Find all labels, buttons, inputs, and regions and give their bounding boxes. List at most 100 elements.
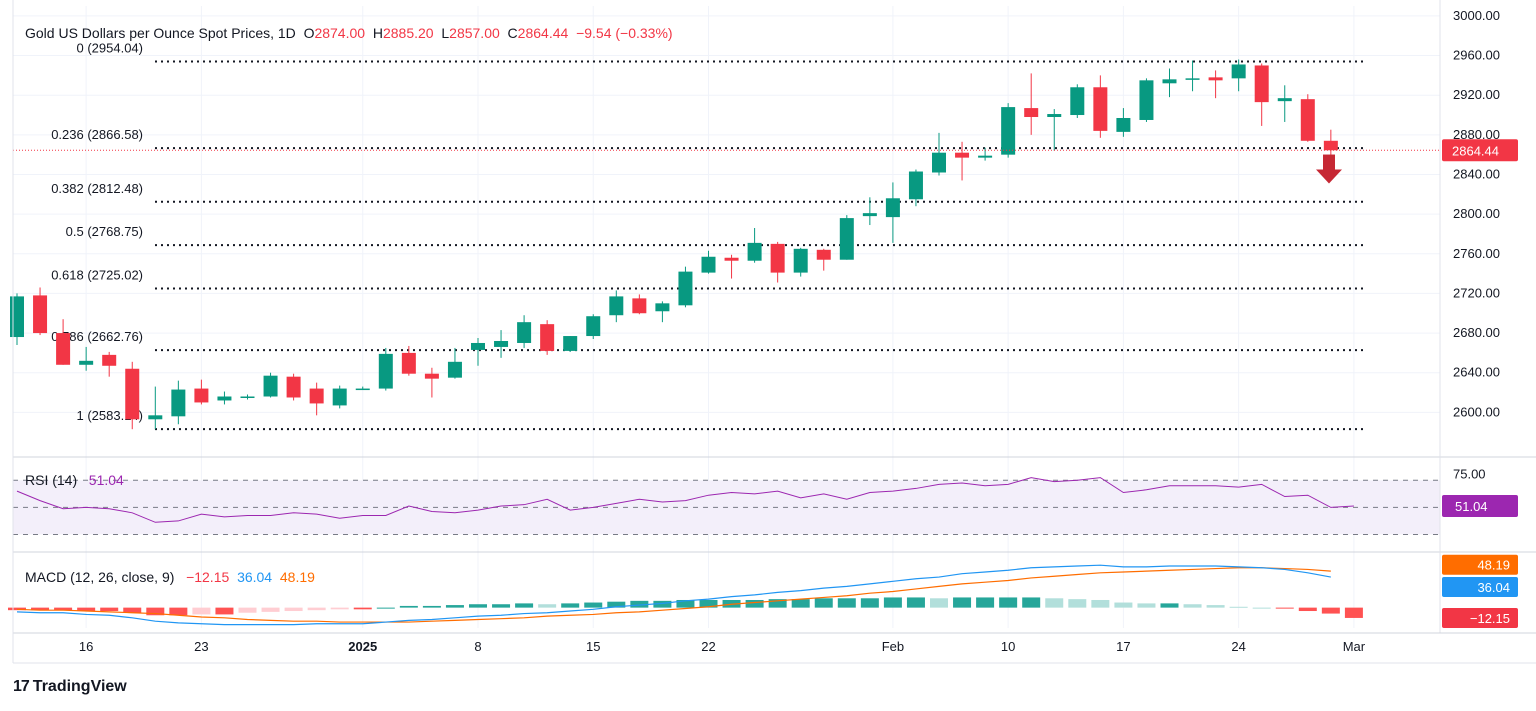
- close-value: 2864.44: [517, 25, 569, 41]
- candle-body: [148, 415, 163, 420]
- macd-value: −12.15: [186, 569, 230, 585]
- arrow-head: [1316, 169, 1342, 184]
- price-axis[interactable]: 3000.00 2960.00 2920.00 2880.00 2840.00 2800.…: [1442, 8, 1518, 628]
- macd-histogram-bar: [1045, 598, 1064, 608]
- macd-histogram-bar: [653, 600, 672, 608]
- price-tick-label: 2880.00: [1453, 127, 1500, 142]
- macd-signal-line: [16, 567, 1331, 623]
- candle-body: [1208, 77, 1223, 81]
- macd-histogram-bar: [376, 607, 395, 609]
- macd-histogram-bar: [238, 607, 257, 613]
- macd-histogram-bar: [515, 603, 534, 608]
- macd-histogram-bar: [814, 598, 833, 608]
- last-price-label: 2864.44: [1452, 143, 1499, 158]
- candle-body: [1001, 107, 1016, 155]
- fib-level-label: 0.618 (2725.02): [51, 267, 143, 282]
- rsi-pane: [13, 479, 1440, 535]
- last-price-badge: [1442, 139, 1518, 162]
- candlestick-series: [10, 59, 1440, 430]
- macd-histogram-bar: [284, 607, 303, 612]
- candle-body: [1254, 65, 1269, 103]
- macd-histogram-bar: [469, 604, 487, 608]
- rsi-tick-label: 75.00: [1453, 466, 1486, 481]
- macd-histogram-bar: [31, 607, 50, 611]
- macd-histogram-bar: [930, 598, 948, 608]
- macd-title: MACD (12, 26, close, 9): [25, 569, 175, 585]
- macd-histogram-bar: [1160, 603, 1179, 608]
- candle-body: [793, 248, 808, 273]
- candle-body: [378, 353, 393, 389]
- hist-value: 48.19: [279, 569, 315, 585]
- rsi-series: [16, 477, 1354, 523]
- macd-histogram-bar: [1091, 599, 1110, 608]
- candle-body: [240, 396, 255, 398]
- candle-body: [586, 316, 601, 337]
- time-tick-label: 23: [194, 639, 208, 654]
- pane-separators: [12, 0, 1536, 664]
- candle-body: [1093, 87, 1108, 131]
- tradingview-logo[interactable]: 17 TradingView: [13, 678, 127, 696]
- macd-histogram-bar: [906, 597, 925, 608]
- macd-series: [8, 564, 1363, 626]
- macd-histogram-bar: [1022, 597, 1041, 608]
- macd-histogram-bar: [584, 602, 603, 608]
- macd-histogram-bar: [146, 607, 165, 616]
- time-tick-label: 24: [1231, 639, 1245, 654]
- price-tick-label: 2600.00: [1453, 404, 1500, 419]
- candle-body: [171, 389, 186, 417]
- rsi-value: 51.04: [88, 472, 124, 488]
- candle-body: [609, 296, 624, 316]
- macd-histogram-bar: [1183, 604, 1202, 608]
- macd-histogram-bar: [976, 597, 995, 608]
- time-tick-label: 8: [474, 639, 481, 654]
- time-tick-label: 22: [701, 639, 715, 654]
- macd-histogram-bar: [607, 601, 626, 608]
- candle-body: [1323, 140, 1338, 151]
- macd-histogram-bar: [538, 604, 557, 608]
- price-tick-label: 2640.00: [1453, 365, 1500, 380]
- fib-level-label: 0.5 (2768.75): [66, 224, 143, 239]
- candle-body: [494, 340, 509, 347]
- candle-body: [286, 376, 301, 398]
- rsi-legend: RSI (14) 51.04: [25, 472, 124, 488]
- rsi-title: RSI (14): [25, 472, 78, 488]
- candle-body: [471, 342, 485, 350]
- signal-value: 36.04: [237, 569, 273, 585]
- tradingview-logo-icon: 17: [13, 678, 30, 695]
- low-label: L: [441, 25, 450, 41]
- macd-histogram-bar: [1252, 607, 1271, 609]
- price-tick-label: 2960.00: [1453, 48, 1500, 63]
- candle-body: [540, 324, 555, 351]
- rsi-value-badge: [1442, 494, 1518, 517]
- macd-histogram-bar: [492, 604, 511, 608]
- time-tick-label: 17: [1116, 639, 1130, 654]
- candle-body: [309, 388, 324, 404]
- candle-body: [517, 322, 532, 343]
- candle-body: [332, 388, 347, 406]
- macd-histogram-bar: [1344, 607, 1363, 618]
- fibonacci-levels: 0 (2954.04) 0.236 (2866.58) 0.382 (2812.48…: [51, 40, 1366, 431]
- macd-histogram-bar: [745, 599, 764, 608]
- macd-histogram-bar: [630, 600, 649, 608]
- macd-histogram-bar: [192, 607, 211, 615]
- symbol-legend: Gold US Dollars per Ounce Spot Prices, 1…: [25, 25, 673, 41]
- candle-body: [1024, 108, 1039, 118]
- candle-body: [1185, 78, 1200, 80]
- candle-body: [79, 360, 94, 365]
- macd-histogram-bar: [791, 599, 810, 608]
- candle-body: [563, 336, 578, 351]
- macd-histogram-bar: [883, 597, 902, 608]
- candle-body: [217, 396, 232, 401]
- candle-body: [1300, 99, 1315, 141]
- macd-histogram-bar: [215, 607, 234, 615]
- close-label: C: [507, 25, 518, 41]
- candle-body: [655, 303, 670, 312]
- macd-signal-badge: [1442, 554, 1518, 575]
- time-tick-label: 10: [1001, 639, 1015, 654]
- down-arrow-annotation: [1316, 154, 1342, 184]
- macd-histogram-bar: [768, 599, 787, 608]
- price-tick-label: 2760.00: [1453, 246, 1500, 261]
- time-axis[interactable]: 16 23 2025 8 15 22 Feb 10 17 24 Mar: [79, 639, 1366, 654]
- macd-histogram-bar: [1206, 605, 1225, 608]
- macd-line-badge: [1442, 577, 1518, 598]
